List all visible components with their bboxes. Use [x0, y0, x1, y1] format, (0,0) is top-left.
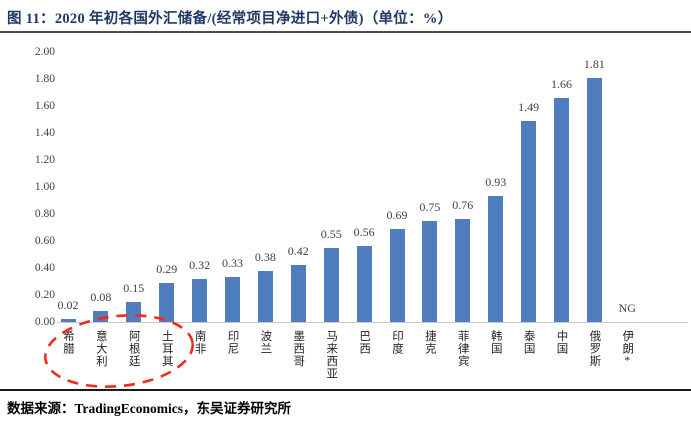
- bar-value-label: 0.56: [353, 225, 375, 239]
- category-label: 南非: [193, 330, 206, 355]
- bar: [521, 121, 537, 322]
- category-label: 巴西: [358, 330, 371, 355]
- y-tick-label: 0.20: [34, 289, 55, 301]
- bar-value-label: 0.33: [222, 256, 243, 270]
- bar-value-label: 0.93: [485, 175, 507, 189]
- bar-value-label: 1.81: [583, 57, 605, 71]
- category-label: 韩国: [489, 330, 502, 355]
- bar-value-label: 1.66: [551, 77, 572, 91]
- category-label: 菲律宾: [456, 330, 469, 368]
- bar: [586, 78, 602, 322]
- bar-value-label: 0.29: [156, 262, 178, 276]
- bar: [257, 271, 273, 322]
- bar: [225, 277, 240, 322]
- bar-value-label: 0.76: [452, 198, 474, 212]
- y-tick-label: 0.40: [34, 262, 55, 274]
- bar-value-label: 0.38: [254, 250, 276, 264]
- bar-value-label: 0.08: [90, 290, 112, 304]
- bar-value-label: NG: [618, 301, 636, 315]
- category-label: 中国: [555, 330, 568, 355]
- category-label: 捷克: [423, 330, 436, 355]
- category-label: 土耳其: [160, 330, 173, 368]
- bar-value-label: 0.42: [287, 244, 309, 258]
- bar: [389, 229, 405, 322]
- x-axis-line: [57, 322, 688, 323]
- y-tick-label: 1.60: [34, 100, 55, 112]
- bar-chart: 0.00 0.20 0.40 0.60 0.80 1.00 1.20 1.40 1.60 1.80…: [0, 34, 691, 386]
- category-label: 俄罗斯: [588, 330, 601, 368]
- source-note: 数据来源：TradingEconomics，东吴证券研究所: [7, 401, 292, 416]
- category-label: 印尼: [226, 330, 239, 355]
- bar-value-label: 0.75: [419, 200, 441, 214]
- category-label: 墨西哥: [292, 330, 305, 368]
- y-tick-label: 1.40: [34, 127, 55, 139]
- bar: [60, 319, 76, 322]
- y-tick-label: 1.80: [34, 73, 55, 85]
- bar: [356, 246, 372, 322]
- bar: [455, 219, 471, 322]
- y-tick-label: 0.60: [34, 235, 55, 247]
- bar: [192, 279, 208, 322]
- bar-value-label: 0.15: [123, 281, 145, 295]
- category-label: 印度: [391, 330, 403, 355]
- figure-title: 图 11：2020 年初各国外汇储备/(经常项目净进口+外债)（单位：%）: [7, 11, 453, 27]
- category-label: 马来西亚: [325, 330, 338, 380]
- bar: [488, 196, 504, 322]
- bar: [554, 98, 569, 322]
- category-label: 希腊: [62, 330, 74, 355]
- bar: [290, 265, 306, 322]
- bar-value-label: 1.49: [518, 100, 540, 114]
- bar-value-label: 0.32: [189, 258, 211, 272]
- bar-value-label: 0.02: [57, 298, 79, 312]
- bar: [159, 283, 175, 322]
- bar-value-label: 0.55: [320, 227, 342, 241]
- category-label: 伊朗*: [621, 330, 634, 368]
- category-label: 意大利: [94, 330, 107, 368]
- bar: [93, 311, 109, 322]
- y-tick-label: 2.00: [34, 46, 55, 58]
- bar: [126, 302, 142, 322]
- category-label: 泰国: [522, 330, 535, 355]
- footer-divider: [0, 389, 691, 391]
- y-tick-label: 0.80: [34, 208, 55, 220]
- bar-value-label: 0.69: [386, 208, 408, 222]
- category-label: 波兰: [259, 330, 272, 355]
- bar: [422, 221, 438, 322]
- y-tick-label: 1.20: [34, 154, 55, 166]
- bar: [323, 248, 339, 322]
- y-tick-label: 0.00: [34, 316, 55, 328]
- y-tick-label: 1.00: [34, 181, 55, 193]
- category-label: 阿根廷: [127, 330, 140, 368]
- title-divider: [0, 31, 691, 33]
